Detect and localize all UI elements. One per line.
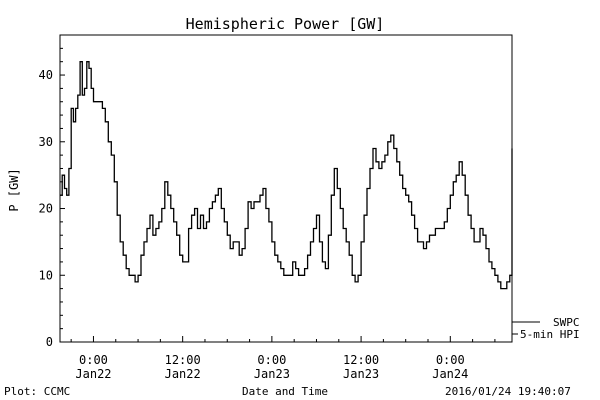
y-tick-label: 0 bbox=[46, 335, 53, 349]
x-axis-label: Date and Time bbox=[242, 385, 328, 398]
series-layer bbox=[60, 61, 513, 290]
y-tick-label: 30 bbox=[39, 135, 53, 149]
legend-swpc-label: SWPC bbox=[553, 316, 580, 329]
y-axis-label: P [GW] bbox=[7, 168, 21, 211]
x-tick-date: Jan22 bbox=[75, 367, 111, 381]
x-tick-time: 0:00 bbox=[257, 353, 286, 367]
x-tick-date: Jan23 bbox=[254, 367, 290, 381]
y-tick-label: 20 bbox=[39, 202, 53, 216]
x-axis: 0:00Jan2212:00Jan220:00Jan2312:00Jan230:… bbox=[70, 336, 496, 381]
x-tick-time: 0:00 bbox=[79, 353, 108, 367]
plot-credit: Plot: CCMC bbox=[4, 385, 70, 398]
legend-hpi-label: 5-min HPI bbox=[520, 328, 580, 341]
plot-frame bbox=[59, 34, 513, 343]
x-tick-date: Jan24 bbox=[432, 367, 468, 381]
series-line-swpc bbox=[60, 61, 513, 290]
y-axis: 0 10 20 30 40 bbox=[39, 47, 65, 349]
x-tick-time: 12:00 bbox=[343, 353, 379, 367]
chart-title: Hemispheric Power [GW] bbox=[186, 15, 385, 33]
plot-timestamp: 2016/01/24 19:40:07 bbox=[445, 385, 571, 398]
x-tick-time: 0:00 bbox=[436, 353, 465, 367]
x-tick-date: Jan22 bbox=[165, 367, 201, 381]
legend: SWPC 5-min HPI bbox=[512, 316, 580, 341]
x-tick-time: 12:00 bbox=[165, 353, 201, 367]
x-tick-date: Jan23 bbox=[343, 367, 379, 381]
y-tick-label: 40 bbox=[39, 68, 53, 82]
y-tick-label: 10 bbox=[39, 268, 53, 282]
